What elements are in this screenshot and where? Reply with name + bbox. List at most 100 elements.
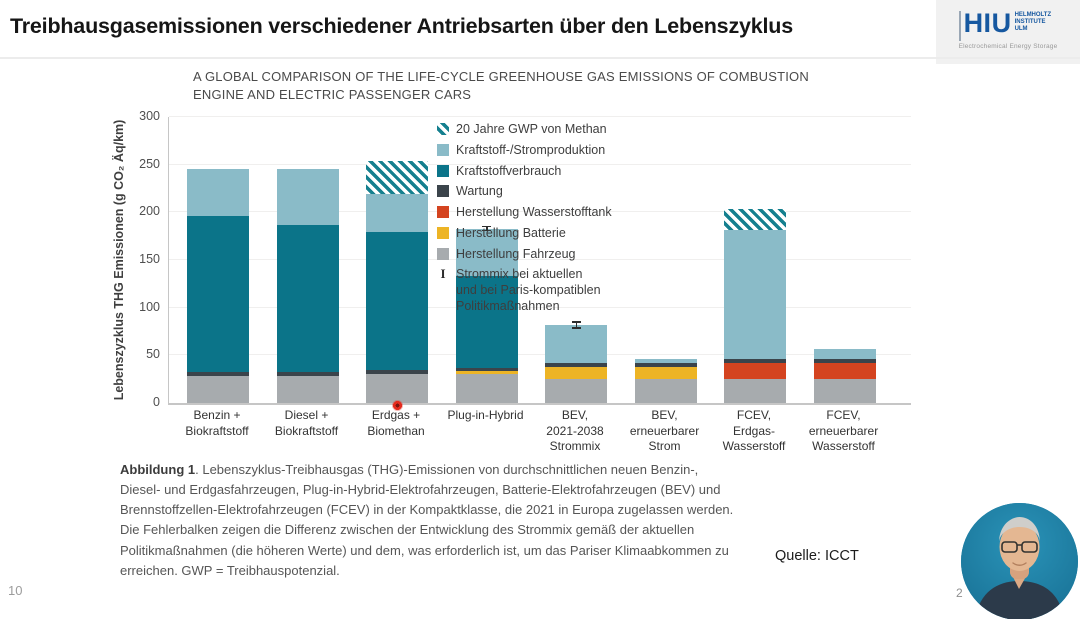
bar-2 [276, 169, 339, 403]
legend-label: Herstellung Wasserstofftank [456, 205, 612, 219]
error-bar [571, 321, 581, 329]
legend-item: Kraftstoff-/Stromproduktion [437, 143, 612, 159]
source-credit: Quelle: ICCT [775, 548, 859, 564]
header: Treibhausgasemissionen verschiedener Ant… [0, 0, 1080, 64]
chart-title: A GLOBAL COMPARISON OF THE LIFE-CYCLE GR… [193, 69, 809, 103]
segment [634, 362, 697, 367]
segment [455, 367, 518, 371]
x-axis-label: Plug-in-Hybrid [447, 408, 524, 422]
hiu-logo: HIU HELMHOLTZ INSTITUTE ULM Electrochemi… [936, 0, 1080, 64]
gridline [169, 211, 911, 213]
bar-8 [813, 348, 876, 403]
x-axis-label: Benzin + Biokraftstoff [185, 408, 249, 438]
segment [366, 369, 428, 375]
y-tick-label: 300 [139, 109, 160, 123]
x-axis-label: FCEV, Erdgas- Wasserstoff [722, 408, 786, 454]
segment [366, 160, 428, 195]
legend-item: Wartung [437, 184, 612, 200]
logo-tagline: Electrochemical Energy Storage [958, 43, 1058, 50]
logo-institute-text: HELMHOLTZ INSTITUTE ULM [1014, 12, 1052, 32]
segment [813, 362, 876, 380]
bar-7 [724, 209, 786, 403]
x-axis-label: BEV, erneuerbarer Strom [629, 408, 700, 454]
figure-caption-text: . Lebenszyklus-Treibhausgas (THG)-Emissi… [120, 462, 734, 578]
segment [813, 379, 876, 403]
logo-acronym: HIU [963, 8, 1012, 38]
segment [545, 324, 607, 363]
legend-swatch [437, 123, 449, 135]
legend-swatch [437, 164, 449, 177]
x-axis-label: Diesel + Biokraftstoff [274, 408, 339, 438]
gridline [169, 163, 911, 165]
hiu-logo-row: HIU HELMHOLTZ INSTITUTE ULM [958, 8, 1058, 41]
page-title: Treibhausgasemissionen verschiedener Ant… [10, 14, 793, 38]
presenter-portrait [961, 503, 1078, 619]
bar-3 [366, 160, 428, 403]
gridline [169, 116, 911, 117]
y-tick-label: 0 [153, 395, 160, 409]
segment [634, 366, 697, 380]
plot-area [168, 116, 911, 405]
hiu-logo-inner: HIU HELMHOLTZ INSTITUTE ULM Electrochemi… [958, 8, 1058, 50]
y-axis-label: Lebenszyzklus THG Emissionen (g CO₂ Äq/k… [112, 119, 126, 401]
segment [455, 228, 518, 277]
error-bar [482, 225, 491, 232]
legend-label: Herstellung Fahrzeug [456, 246, 576, 261]
legend-label: Herstellung Batterie [456, 225, 566, 240]
segment [724, 209, 786, 231]
segment [187, 216, 249, 372]
chart-legend: 20 Jahre GWP von Methan Kraftstoff-/Strom… [437, 122, 612, 320]
legend-label: Kraftstoffverbrauch [456, 163, 562, 178]
segment [455, 276, 518, 368]
segment [724, 362, 786, 380]
legend-swatch [437, 185, 449, 198]
legend-label: Strommix bei aktuellen und bei Paris-kom… [456, 267, 601, 313]
y-tick-label: 250 [139, 156, 160, 171]
segment [276, 371, 339, 377]
segment [187, 371, 249, 377]
segment [455, 374, 518, 403]
bar-1 [187, 169, 249, 403]
segment [545, 362, 607, 367]
legend-label: 20 Jahre GWP von Methan [456, 122, 607, 136]
segment [724, 379, 786, 403]
figure-caption: Abbildung 1. Lebenszyklus-Treibhausgas (… [120, 460, 738, 581]
segment [545, 366, 607, 380]
segment [634, 379, 697, 403]
segment [545, 379, 607, 403]
y-tick-label: 100 [139, 299, 160, 314]
segment [634, 359, 697, 363]
logo-divider-bar [958, 11, 961, 41]
legend-item: Herstellung Wasserstofftank [437, 205, 612, 221]
webcam-overlay [961, 503, 1078, 619]
legend-errorbar-glyph: I [440, 266, 446, 282]
segment [366, 232, 428, 370]
x-axis-label: BEV, 2021-2038 Strommix [546, 408, 604, 454]
legend-swatch [437, 206, 449, 218]
x-axis-label: FCEV, erneuerbarer Wasserstoff [808, 408, 879, 454]
legend-label: Wartung [456, 184, 503, 199]
segment [455, 370, 518, 375]
legend-item: Herstellung Batterie [437, 226, 612, 242]
y-tick-label: 50 [146, 347, 160, 362]
gridline [169, 306, 911, 308]
legend-swatch [437, 226, 449, 239]
bar-4 [455, 228, 518, 403]
slide-number: 2 [956, 586, 963, 600]
x-axis-label: Erdgas + Biomethan [367, 408, 425, 438]
segment [724, 230, 786, 360]
segment [276, 376, 339, 403]
gridline [169, 259, 911, 260]
y-tick-label: 150 [139, 252, 160, 266]
legend-item: I Strommix bei aktuellen und bei Paris-ko… [437, 267, 612, 314]
segment [276, 169, 339, 225]
gridline [169, 354, 911, 356]
legend-label: Kraftstoff-/Stromproduktion [456, 142, 606, 157]
legend-swatch [437, 143, 449, 156]
page-number: 10 [8, 583, 23, 598]
y-tick-label: 200 [139, 204, 160, 219]
segment [276, 224, 339, 372]
segment [813, 348, 876, 360]
figure-caption-label: Abbildung 1 [120, 462, 196, 477]
segment [187, 376, 249, 403]
